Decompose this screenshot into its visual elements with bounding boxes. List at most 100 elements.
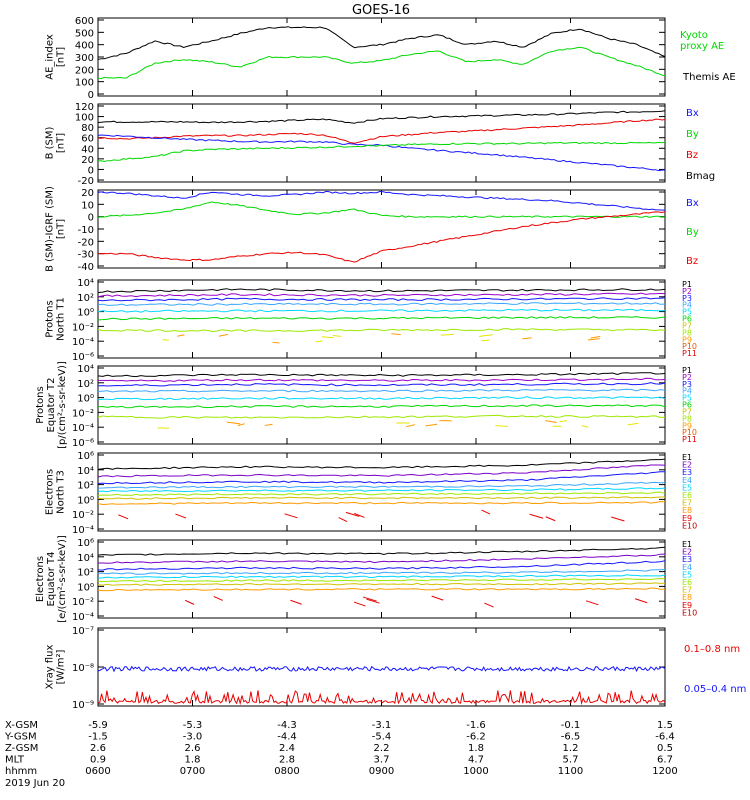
legend-entry: E10 (682, 521, 697, 530)
series-segment (522, 337, 532, 340)
legend-entry: P7 (682, 407, 692, 416)
legend-entry: P4 (682, 387, 692, 396)
series-segment (481, 509, 491, 515)
y-tick-label: 10⁻² (72, 510, 94, 521)
series-line-p2 (98, 377, 666, 382)
legend-entry: 0.05–0.4 nm (684, 684, 746, 695)
y-tick-label: 10⁴ (77, 364, 94, 375)
ephemeris-table: X-GSM -5.9 -5.3 -4.3 -3.1 -1.6 -0.1 1.5 Y-GSM -1.… (4, 720, 678, 789)
y-tick-label: 10 (81, 200, 94, 211)
y-axis-label: [W/m²] (56, 649, 67, 684)
y-tick-label: -20 (78, 237, 94, 248)
series-segment (362, 596, 377, 602)
y-tick-label: 100 (75, 78, 94, 89)
y-tick-label: 10⁰ (77, 495, 94, 506)
series-line-p7 (97, 328, 666, 333)
series-segment (332, 334, 342, 337)
series-segment (529, 513, 544, 519)
y-tick-label: 10⁴ (77, 278, 94, 289)
y-tick-label: 200 (75, 65, 94, 76)
legend-entry: E3 (682, 468, 692, 477)
y-tick-label: 40 (81, 144, 94, 155)
legend: 0.1–0.8 nm 0.05–0.4 nm (684, 644, 746, 695)
ephemeris-value: 0.9 (90, 755, 106, 766)
ephemeris-value: -3.0 (183, 732, 203, 743)
y-tick-label: 80 (81, 123, 94, 134)
y-axis-label: North T1 (56, 297, 67, 341)
ephemeris-value: 5.7 (563, 755, 579, 766)
series-segment (406, 424, 416, 428)
ephemeris-value: -1.6 (466, 720, 486, 731)
legend-entry: E2 (682, 548, 692, 557)
legend-entry: E10 (682, 608, 697, 617)
y-axis-label: [nT] (56, 47, 67, 67)
series-segment (587, 338, 600, 341)
y-tick-label: 120 (75, 102, 94, 113)
ephemeris-label: X-GSM (5, 720, 38, 731)
y-axis-label: B (SM) (45, 126, 56, 159)
ephemeris-value: -5.9 (88, 720, 108, 731)
ephemeris-value: -5.3 (183, 720, 203, 731)
series-line-e7 (97, 496, 665, 500)
series-line-e3 (97, 560, 666, 571)
series-line-p1 (97, 372, 666, 378)
series-line-by (97, 141, 666, 163)
series-segment (353, 601, 366, 607)
series-line-bz (97, 118, 666, 144)
series-segment (162, 339, 169, 341)
series-line-e8 (97, 587, 666, 592)
legend-entry: E8 (682, 506, 692, 515)
ephemeris-date: 2019 Jun 20 (5, 778, 65, 789)
y-tick-label: 10⁻² (72, 597, 94, 608)
series-line-e5 (97, 574, 666, 579)
y-tick-label: 10⁻⁶ (72, 438, 94, 449)
series-line-e3 (97, 471, 666, 485)
series-line-p5 (97, 308, 666, 313)
series-line-p5 (97, 396, 666, 401)
series-segment (185, 599, 195, 605)
figure-title: GOES-16 (352, 3, 410, 18)
series-segment (177, 334, 185, 337)
ephemeris-value: -3.1 (372, 720, 392, 731)
series-segment (321, 336, 334, 339)
panel-pn: 10⁴ 10² 10⁰ 10⁻² 10⁻⁴ 10⁻⁶ Protons North T1 P1P2… (45, 278, 698, 363)
series-segment (440, 333, 454, 336)
ephemeris-value: 0.5 (657, 743, 673, 754)
panel-ee: 10⁶ 10⁴ 10² 10⁰ 10⁻² 10⁻⁴ Electrons Equator T4[… (35, 535, 697, 623)
panel-frame (97, 189, 666, 269)
series-segment (315, 340, 323, 343)
legend-entry: Bz (686, 256, 698, 267)
series-segment (484, 602, 494, 608)
y-tick-label: 0 (88, 90, 94, 101)
series-line-p3 (97, 297, 666, 302)
legend-entry: P10 (682, 342, 697, 351)
y-tick-label: 0 (88, 213, 94, 224)
y-tick-label: 10² (77, 379, 94, 390)
legend-entry: E4 (682, 476, 692, 485)
ephemeris-value: -6.5 (561, 732, 581, 743)
legend-entry: P3 (682, 380, 692, 389)
series-line-e2 (98, 553, 666, 564)
legend-entry: E1 (682, 540, 692, 549)
ephemeris-value: 0700 (180, 766, 205, 777)
series-line-e5 (97, 487, 666, 493)
y-tick-label: 10⁻⁸ (72, 663, 94, 674)
legend-entry: P9 (682, 335, 692, 344)
y-tick-label: 10⁻⁴ (72, 337, 94, 348)
panel-pe: 10⁴ 10² 10⁰ 10⁻² 10⁻⁴ 10⁻⁶ Protons Equator T2 [p… (35, 361, 697, 449)
y-tick-label: 10⁶ (77, 538, 94, 549)
y-tick-label: 60 (81, 134, 94, 145)
series-segment (391, 333, 401, 336)
ephemeris-label: Z-GSM (5, 743, 38, 754)
series-segment (218, 333, 228, 337)
legend-entry: Themis AE (682, 72, 736, 83)
ephemeris-value: -6.4 (655, 732, 675, 743)
y-tick-label: 300 (75, 53, 94, 64)
ephemeris-value: 2.2 (374, 743, 390, 754)
legend-entry: P1 (682, 366, 692, 375)
series-line-0.05-0.4nm (97, 665, 666, 673)
y-axis-label: [p/(cm²-s-sr-keV)] (57, 361, 68, 449)
